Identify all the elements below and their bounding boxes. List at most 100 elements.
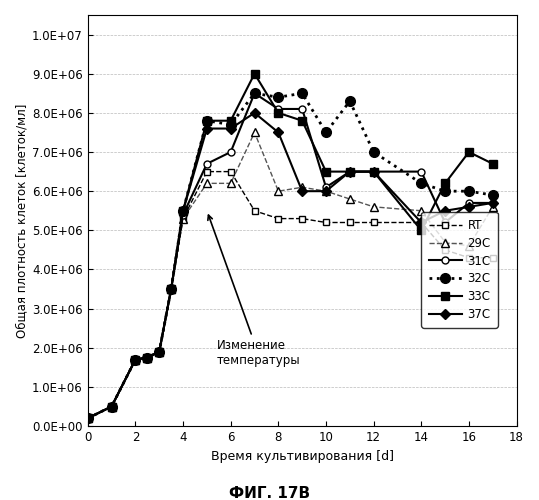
29C xyxy=(275,188,281,194)
33C xyxy=(108,404,115,409)
Line: RT: RT xyxy=(84,168,496,421)
29C xyxy=(227,180,234,186)
32C xyxy=(299,90,306,96)
31C xyxy=(85,416,91,422)
Line: 32C: 32C xyxy=(83,88,497,423)
29C xyxy=(251,130,258,136)
33C xyxy=(442,180,448,186)
33C xyxy=(370,168,377,174)
32C xyxy=(180,208,186,214)
37C xyxy=(180,208,186,214)
RT xyxy=(204,168,210,174)
Line: 31C: 31C xyxy=(84,90,496,422)
32C xyxy=(144,354,150,360)
33C xyxy=(180,208,186,214)
31C xyxy=(442,220,448,226)
37C xyxy=(299,188,306,194)
31C xyxy=(251,90,258,96)
29C xyxy=(156,348,162,354)
29C xyxy=(168,286,175,292)
32C xyxy=(323,130,329,136)
29C xyxy=(85,416,91,422)
33C xyxy=(489,161,496,167)
RT xyxy=(299,216,306,222)
32C xyxy=(168,286,175,292)
37C xyxy=(275,130,281,136)
33C xyxy=(168,286,175,292)
29C xyxy=(180,216,186,222)
32C xyxy=(489,192,496,198)
37C xyxy=(370,168,377,174)
RT xyxy=(489,254,496,260)
29C xyxy=(144,354,150,360)
RT xyxy=(156,348,162,354)
31C xyxy=(156,348,162,354)
29C xyxy=(442,239,448,245)
Line: 37C: 37C xyxy=(84,110,496,422)
32C xyxy=(466,188,472,194)
37C xyxy=(204,126,210,132)
32C xyxy=(347,98,353,104)
33C xyxy=(251,70,258,76)
Y-axis label: Общая плотность клеток [клеток/мл]: Общая плотность клеток [клеток/мл] xyxy=(15,104,28,338)
RT xyxy=(442,247,448,253)
33C xyxy=(347,168,353,174)
31C xyxy=(168,286,175,292)
33C xyxy=(418,228,425,234)
29C xyxy=(323,188,329,194)
37C xyxy=(85,416,91,422)
Line: 29C: 29C xyxy=(84,128,497,422)
33C xyxy=(466,149,472,155)
Text: Изменение
температуры: Изменение температуры xyxy=(208,215,300,368)
29C xyxy=(299,184,306,190)
RT xyxy=(168,286,175,292)
29C xyxy=(347,196,353,202)
37C xyxy=(489,200,496,206)
31C xyxy=(323,184,329,190)
37C xyxy=(347,168,353,174)
37C xyxy=(418,220,425,226)
33C xyxy=(156,348,162,354)
29C xyxy=(132,356,139,362)
31C xyxy=(227,149,234,155)
33C xyxy=(144,354,150,360)
RT xyxy=(144,354,150,360)
32C xyxy=(251,90,258,96)
29C xyxy=(418,208,425,214)
RT xyxy=(108,404,115,409)
29C xyxy=(466,243,472,249)
29C xyxy=(370,204,377,210)
33C xyxy=(204,118,210,124)
32C xyxy=(418,180,425,186)
32C xyxy=(108,404,115,409)
37C xyxy=(108,404,115,409)
32C xyxy=(227,122,234,128)
33C xyxy=(227,118,234,124)
33C xyxy=(85,416,91,422)
RT xyxy=(132,356,139,362)
33C xyxy=(275,110,281,116)
37C xyxy=(227,126,234,132)
RT xyxy=(370,220,377,226)
32C xyxy=(275,94,281,100)
31C xyxy=(418,168,425,174)
31C xyxy=(347,168,353,174)
32C xyxy=(442,188,448,194)
32C xyxy=(156,348,162,354)
37C xyxy=(466,204,472,210)
37C xyxy=(156,348,162,354)
Text: ФИГ. 17В: ФИГ. 17В xyxy=(229,486,310,500)
31C xyxy=(466,200,472,206)
31C xyxy=(204,161,210,167)
37C xyxy=(323,188,329,194)
37C xyxy=(251,110,258,116)
32C xyxy=(132,356,139,362)
31C xyxy=(489,200,496,206)
31C xyxy=(108,404,115,409)
31C xyxy=(299,106,306,112)
33C xyxy=(299,118,306,124)
29C xyxy=(204,180,210,186)
31C xyxy=(370,168,377,174)
31C xyxy=(144,354,150,360)
29C xyxy=(108,404,115,409)
